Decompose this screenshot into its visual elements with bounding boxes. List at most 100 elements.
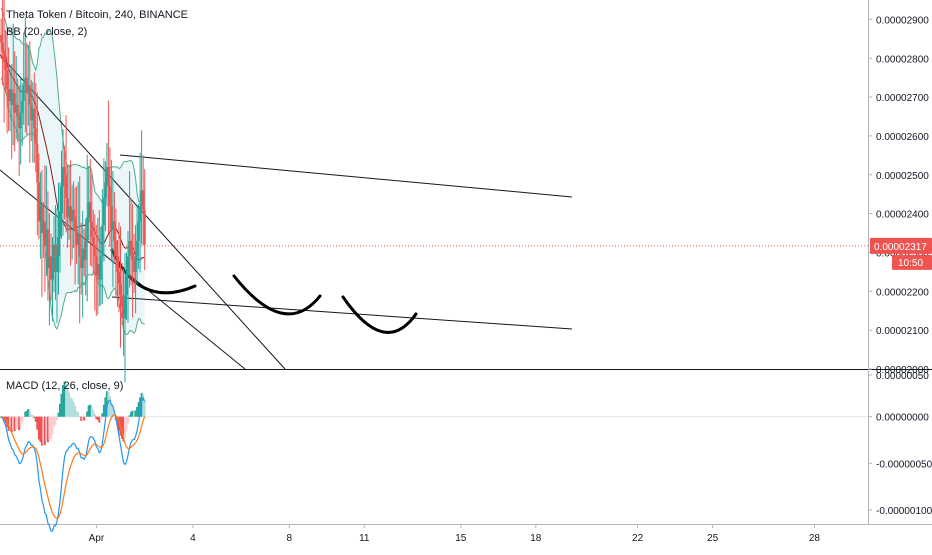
macd-histogram-bar [59, 403, 61, 417]
candle-body [18, 116, 21, 129]
countdown-badge-bg [892, 254, 932, 270]
macd-tick-label: -0.00000050 [876, 459, 932, 470]
macd-indicator-label[interactable]: MACD (12, 26, close, 9) [6, 380, 124, 392]
candle-body [87, 202, 90, 218]
candle-body [75, 229, 78, 245]
macd-histogram-bar [118, 416, 120, 432]
candle-body [142, 190, 145, 210]
macd-histogram-bar [18, 416, 21, 431]
macd-histogram-bar [99, 416, 102, 421]
candle-body [80, 256, 83, 269]
candle-body [7, 89, 10, 101]
macd-histogram-bar [89, 404, 92, 417]
macd-histogram-bar [107, 391, 110, 417]
macd-histogram-bar [68, 392, 71, 417]
macd-histogram-bar [133, 411, 136, 417]
candle-body [86, 217, 89, 241]
candle-body [46, 229, 49, 268]
candle-body [48, 256, 51, 269]
candle-body [122, 306, 125, 319]
macd-histogram-bar [12, 416, 15, 431]
macd-histogram-bar [60, 393, 63, 417]
macd-histogram-bar [111, 407, 114, 417]
macd-histogram-bar [139, 397, 142, 417]
time-tick-label: 18 [530, 533, 542, 544]
macd-histogram-bar [30, 414, 33, 417]
price-tick-label: 0.00002400 [876, 210, 929, 221]
candle-body [77, 233, 80, 245]
macd-histogram-bar [37, 416, 40, 440]
candle-body [3, 50, 6, 63]
macd-histogram-bar [53, 416, 55, 427]
candle-body [130, 240, 133, 253]
candle-body [6, 69, 9, 90]
macd-histogram-bar [13, 416, 16, 432]
price-tick-label: 0.00002000 [876, 365, 929, 376]
candle-body [13, 93, 16, 113]
macd-histogram-bar [101, 413, 104, 417]
candle-body [118, 271, 120, 284]
time-tick-label: 25 [707, 533, 719, 544]
macd-histogram-bar [42, 416, 45, 445]
candle-body [90, 221, 93, 237]
cup-arc-3 [341, 295, 418, 334]
macd-histogram-bar [39, 416, 42, 442]
time-tick-label: 4 [190, 533, 196, 544]
candle-body [34, 128, 37, 144]
candle-body [59, 213, 61, 237]
macd-histogram-bar [121, 416, 123, 439]
macd-histogram-bar [65, 384, 68, 417]
candle-body [116, 256, 119, 272]
macd-histogram-bar [130, 411, 133, 417]
macd-histogram-bar [134, 410, 137, 417]
macd-histogram-bar [104, 397, 107, 417]
candle-body [37, 182, 40, 222]
macd-histogram-bar [27, 409, 30, 417]
candle-body [60, 186, 63, 214]
macd-histogram-bar [95, 416, 98, 419]
macd-histogram-bar [86, 411, 89, 417]
axes: 0.00002900 0.00002800 0.00002700 0.00002600… [0, 15, 932, 544]
macd-histogram-bar [28, 410, 31, 417]
candle-body [0, 35, 3, 43]
macd-histogram-bar [43, 416, 46, 445]
candle-body [78, 233, 81, 257]
macd-histogram-bar [40, 416, 43, 446]
cup-arc-2 [232, 274, 322, 316]
candle-body [19, 112, 22, 129]
macd-histogram-bar [34, 416, 37, 422]
last-price-badge-bg [870, 237, 932, 254]
candle-body [113, 221, 116, 241]
macd-histogram-bar [50, 416, 52, 440]
last-price-badge: 0.00002317 10:50 [870, 237, 932, 270]
macd-tick-label: -0.00000100 [876, 506, 932, 517]
macd-histogram-bar [131, 410, 134, 417]
candle-body [119, 283, 122, 296]
candle-body [131, 252, 134, 261]
candle-body [62, 167, 64, 187]
candle-body [71, 209, 74, 222]
macd-histogram-bar [122, 416, 125, 442]
candle-body [128, 240, 131, 257]
macd-histogram-bar [142, 394, 145, 417]
price-tick-label: 0.00002300 [876, 249, 929, 260]
candle-body [30, 104, 33, 121]
macd-histogram-bar [16, 416, 19, 430]
bb-indicator-label[interactable]: BB (20, close, 2) [6, 26, 88, 38]
candle-body [43, 221, 46, 245]
macd-histogram-bar [63, 381, 66, 417]
candle-body [143, 209, 146, 245]
candle-body [127, 256, 129, 276]
channel-support-line [111, 296, 573, 330]
macd-histogram-bar [80, 416, 83, 421]
candle-body [108, 186, 111, 206]
macd-histogram-bar [74, 405, 77, 417]
macd-histogram-bar [124, 416, 126, 438]
candle-body [28, 85, 31, 105]
candle-body [1, 42, 4, 51]
macd-histogram-bar [83, 416, 86, 421]
macd-line [0, 396, 146, 532]
candle-body [83, 248, 86, 261]
